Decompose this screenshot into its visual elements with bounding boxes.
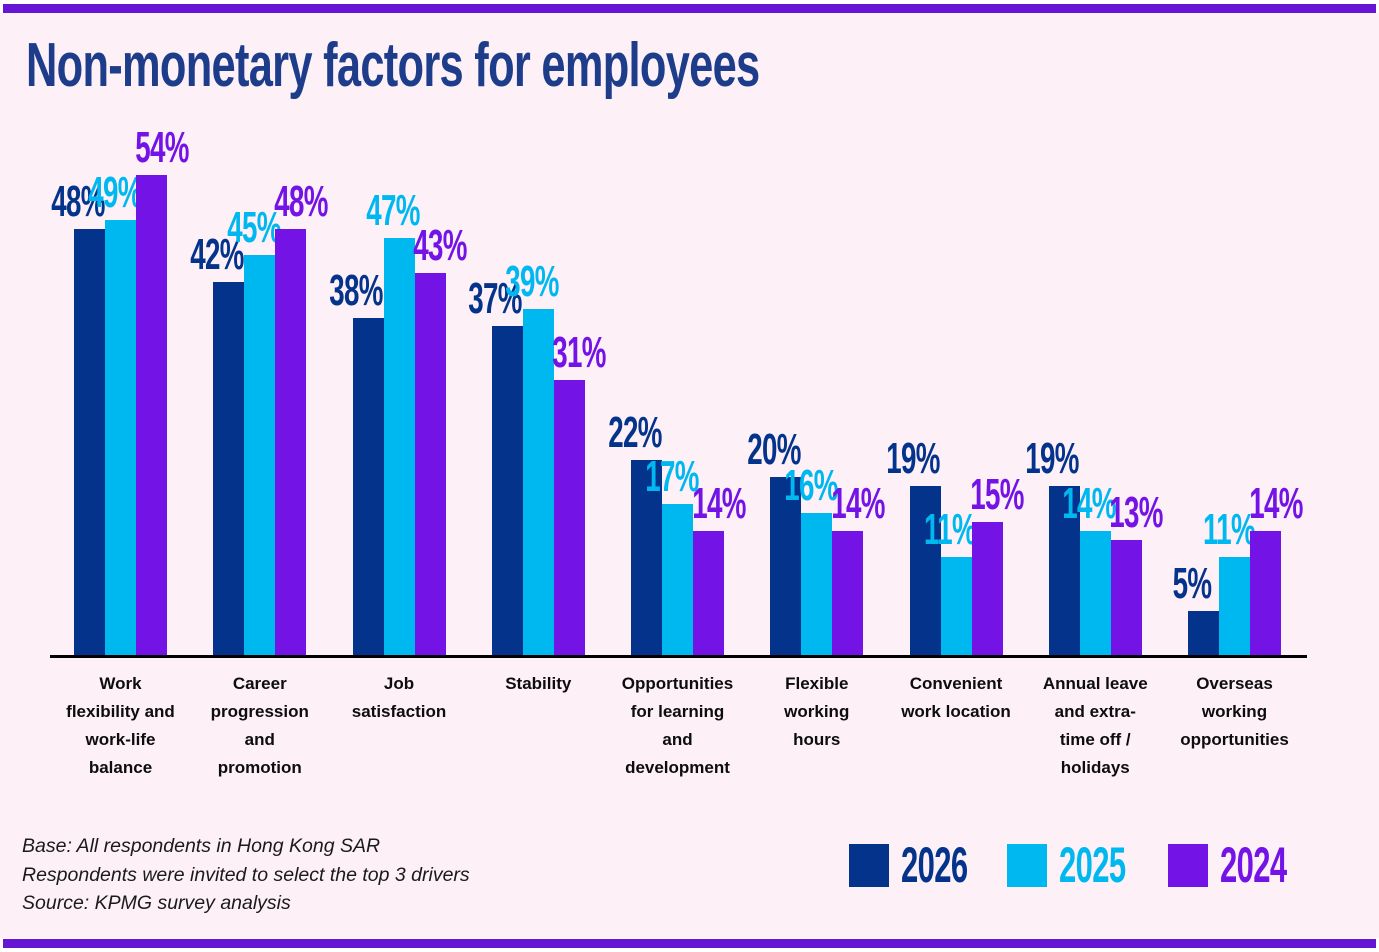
bar-2026-cat2 xyxy=(213,282,245,655)
bar-2024-cat3 xyxy=(414,273,446,655)
bar-2026-cat5 xyxy=(631,459,662,655)
value-label-2024-cat3: 43% xyxy=(413,221,467,271)
bar-2025-cat1 xyxy=(105,219,136,655)
bar-2025-cat5 xyxy=(662,504,693,655)
legend-swatch-2025 xyxy=(1007,843,1047,887)
value-label-2026-cat6: 20% xyxy=(746,425,801,475)
top-accent-rule xyxy=(3,4,1376,13)
footnote-source: Source: KPMG survey analysis xyxy=(22,892,291,914)
value-label-2026-cat1: 48% xyxy=(50,176,105,226)
bar-2024-cat9 xyxy=(1250,530,1281,655)
category-label-5: Opportunities for learning and development xyxy=(621,674,734,777)
legend-label-2025: 2025 xyxy=(1059,837,1126,893)
bar-2024-cat1 xyxy=(136,175,167,655)
bar-2026-cat4 xyxy=(491,326,523,655)
value-label-2024-cat1: 54% xyxy=(134,123,189,173)
value-label-2026-cat4: 37% xyxy=(468,274,523,324)
bar-2026-cat1 xyxy=(74,228,105,655)
category-label-3: Job satisfaction xyxy=(351,674,447,721)
value-label-2026-cat9: 5% xyxy=(1172,558,1211,608)
value-label-2024-cat6: 14% xyxy=(830,478,885,528)
value-label-2024-cat5: 14% xyxy=(691,478,746,528)
bottom-accent-rule xyxy=(3,939,1376,948)
category-label-8: Annual leave and extra-time off / holidays xyxy=(1042,674,1148,777)
bar-2026-cat8 xyxy=(1048,486,1080,655)
value-label-2026-cat5: 22% xyxy=(607,407,662,457)
category-label-9: Overseas working opportunities xyxy=(1180,674,1289,749)
bar-2025-cat2 xyxy=(244,255,276,655)
bar-2025-cat4 xyxy=(522,308,554,655)
value-label-2025-cat4: 39% xyxy=(505,256,560,306)
legend-swatch-2024 xyxy=(1168,843,1208,887)
bar-2024-cat7 xyxy=(971,521,1003,655)
bar-2026-cat9 xyxy=(1188,610,1219,655)
value-label-2024-cat7: 15% xyxy=(970,469,1024,519)
legend-swatch-2026 xyxy=(849,843,889,887)
bar-2024-cat2 xyxy=(275,228,307,655)
bar-2025-cat7 xyxy=(940,557,972,655)
bar-2025-cat9 xyxy=(1219,557,1250,655)
value-label-2025-cat2: 45% xyxy=(226,203,281,253)
legend-label-2026: 2026 xyxy=(901,837,968,893)
category-label-6: Flexible working hours xyxy=(784,674,850,749)
value-label-2025-cat7: 11% xyxy=(923,505,977,555)
value-label-2025-cat6: 16% xyxy=(783,460,838,510)
bar-2024-cat4 xyxy=(553,379,585,655)
bar-2026-cat6 xyxy=(770,477,802,655)
bar-2024-cat6 xyxy=(832,530,864,655)
value-label-2024-cat8: 13% xyxy=(1109,487,1164,537)
value-label-2025-cat9: 11% xyxy=(1202,505,1255,555)
value-label-2025-cat5: 17% xyxy=(644,452,699,502)
value-label-2026-cat3: 38% xyxy=(329,265,383,315)
category-label-7: Convenient work location xyxy=(901,674,1011,721)
category-label-4: Stability xyxy=(505,674,572,693)
bar-2024-cat8 xyxy=(1110,539,1142,655)
bar-2025-cat8 xyxy=(1079,530,1111,655)
footnote-base: Base: All respondents in Hong Kong SAR xyxy=(22,835,381,857)
legend-item-2026: 2026 xyxy=(849,837,1008,893)
page-title: Non-monetary factors for employees xyxy=(26,31,760,100)
value-label-2026-cat7: 19% xyxy=(886,434,940,484)
bar-2026-cat7 xyxy=(909,486,941,655)
x-axis-line xyxy=(50,655,1307,658)
value-label-2025-cat3: 47% xyxy=(366,185,420,235)
value-label-2024-cat4: 31% xyxy=(552,327,607,377)
value-label-2024-cat2: 48% xyxy=(273,176,328,226)
bar-chart: 48% 42% 38% 37% 22% 20% 19% 19% 5% 49% 45% 47% 39% 17… xyxy=(50,123,1307,658)
value-label-2026-cat2: 42% xyxy=(189,230,244,280)
value-label-2026-cat8: 19% xyxy=(1025,434,1080,484)
bar-2025-cat3 xyxy=(383,237,415,655)
footnotes: Base: All respondents in Hong Kong SAR R… xyxy=(22,832,470,918)
legend-label-2024: 2024 xyxy=(1220,837,1287,893)
value-label-2025-cat8: 14% xyxy=(1062,478,1117,528)
footnote-method: Respondents were invited to select the t… xyxy=(22,863,470,886)
bar-2024-cat5 xyxy=(693,530,724,655)
category-label-2: Career progression and promotion xyxy=(210,674,309,777)
bar-2026-cat3 xyxy=(352,317,384,655)
legend-item-2024: 2024 xyxy=(1168,837,1327,893)
category-label-1: Work flexibility and work-life balance xyxy=(66,674,175,777)
bar-2025-cat6 xyxy=(801,512,833,655)
value-label-2025-cat1: 49% xyxy=(87,167,142,217)
legend-item-2025: 2025 xyxy=(1007,837,1166,893)
value-label-2024-cat9: 14% xyxy=(1248,478,1303,528)
